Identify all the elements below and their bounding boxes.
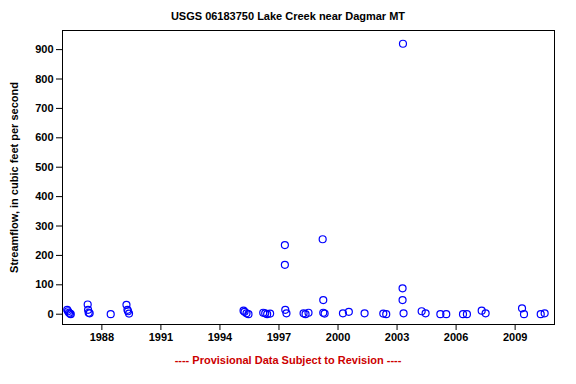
svg-text:1991: 1991 <box>149 331 173 343</box>
html-text:---- Provisional Data Subject: ---- Provisional Data Subject to Revisio… <box>174 354 402 366</box>
svg-text:Streamflow, in cubic feet per: Streamflow, in cubic feet per second <box>8 82 20 273</box>
svg-text:2003: 2003 <box>385 331 409 343</box>
svg-text:1997: 1997 <box>267 331 291 343</box>
svg-text:100: 100 <box>35 278 53 290</box>
svg-text:700: 700 <box>35 102 53 114</box>
svg-text:2009: 2009 <box>503 331 527 343</box>
svg-text:600: 600 <box>35 131 53 143</box>
svg-text:300: 300 <box>35 220 53 232</box>
svg-text:800: 800 <box>35 73 53 85</box>
svg-text:2006: 2006 <box>444 331 468 343</box>
svg-text:0: 0 <box>47 308 53 320</box>
svg-text:200: 200 <box>35 249 53 261</box>
html-text:USGS 06183750 Lake Creek near: USGS 06183750 Lake Creek near Dagmar MT <box>170 10 406 22</box>
svg-text:1994: 1994 <box>208 331 233 343</box>
svg-text:1988: 1988 <box>90 331 114 343</box>
svg-text:400: 400 <box>35 190 53 202</box>
svg-text:900: 900 <box>35 43 53 55</box>
svg-text:2000: 2000 <box>326 331 350 343</box>
svg-text:500: 500 <box>35 161 53 173</box>
